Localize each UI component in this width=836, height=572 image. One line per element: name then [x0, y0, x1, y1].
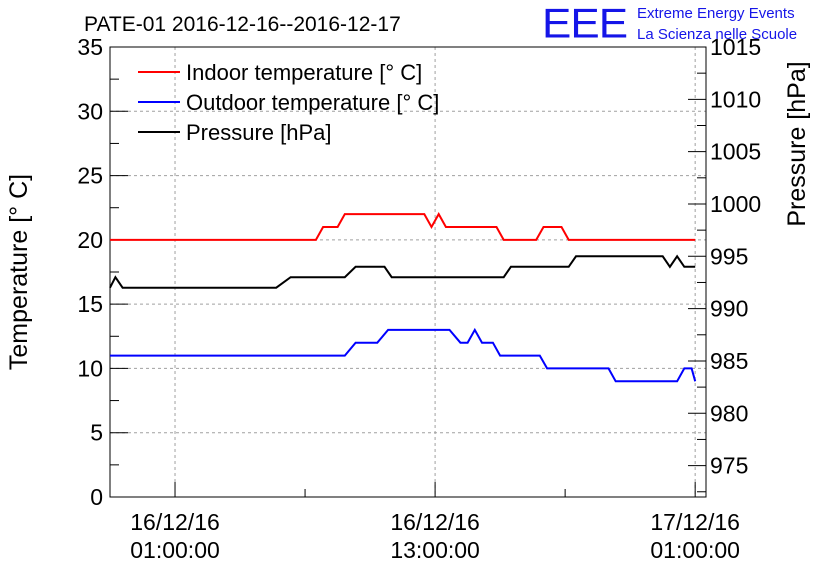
- legend-label-3: Pressure [hPa]: [186, 120, 332, 145]
- brand-line-1: Extreme Energy Events: [637, 5, 795, 22]
- y-tick-label: 35: [77, 34, 103, 60]
- y2-axis-label: Pressure [hPa]: [783, 61, 811, 226]
- y-tick-label: 25: [77, 163, 103, 189]
- x-tick-label-time: 13:00:00: [390, 537, 480, 563]
- y2-tick-label: 1000: [710, 191, 761, 217]
- y2-tick-label: 1010: [710, 86, 761, 112]
- y2-tick-label: 975: [710, 453, 748, 479]
- eee-logo: EEE: [542, 0, 628, 47]
- y2-tick-label: 1015: [710, 34, 761, 60]
- x-tick-label-time: 01:00:00: [650, 537, 740, 563]
- y2-tick-label: 990: [710, 296, 748, 322]
- y-tick-label: 30: [77, 98, 103, 124]
- y2-tick-label: 1005: [710, 139, 761, 165]
- legend-label-1: Indoor temperature [° C]: [186, 60, 422, 85]
- brand-line-2: La Scienza nelle Scuole: [637, 26, 798, 43]
- y2-tick-label: 985: [710, 348, 748, 374]
- series-line-3: [109, 254, 696, 289]
- x-tick-label-date: 17/12/16: [650, 509, 740, 535]
- temperature-axis: 0 5 10 15 20 25 30 35: [77, 34, 128, 510]
- y-tick-label: 10: [77, 355, 103, 381]
- chart-title: PATE-01 2016-12-16--2016-12-17: [84, 13, 401, 36]
- legend-label-2: Outdoor temperature [° C]: [186, 90, 439, 115]
- legend: Indoor temperature [° C] Outdoor temperat…: [138, 60, 439, 145]
- y-tick-label: 15: [77, 291, 103, 317]
- series-layer: [109, 212, 697, 383]
- x-tick-label-time: 01:00:00: [130, 537, 220, 563]
- pressure-axis: 975 980 985 990 995 1000 1005 1010 1015: [688, 34, 761, 493]
- eee-brand: EEE Extreme Energy Events La Scienza nel…: [542, 2, 832, 46]
- y-tick-label: 5: [90, 420, 103, 446]
- x-tick-label-date: 16/12/16: [390, 509, 480, 535]
- x-tick-label-date: 16/12/16: [130, 509, 220, 535]
- series-line-2: [110, 327, 697, 383]
- y-tick-label: 0: [90, 484, 103, 510]
- series-line-1: [110, 212, 696, 241]
- y-tick-label: 20: [77, 227, 103, 253]
- y-axis-label: Temperature [° C]: [5, 174, 33, 370]
- y2-tick-label: 995: [710, 243, 748, 269]
- grid: [110, 47, 706, 497]
- time-axis: 16/12/1601:00:0016/12/1613:00:0017/12/16…: [130, 482, 740, 563]
- y2-tick-label: 980: [710, 400, 748, 426]
